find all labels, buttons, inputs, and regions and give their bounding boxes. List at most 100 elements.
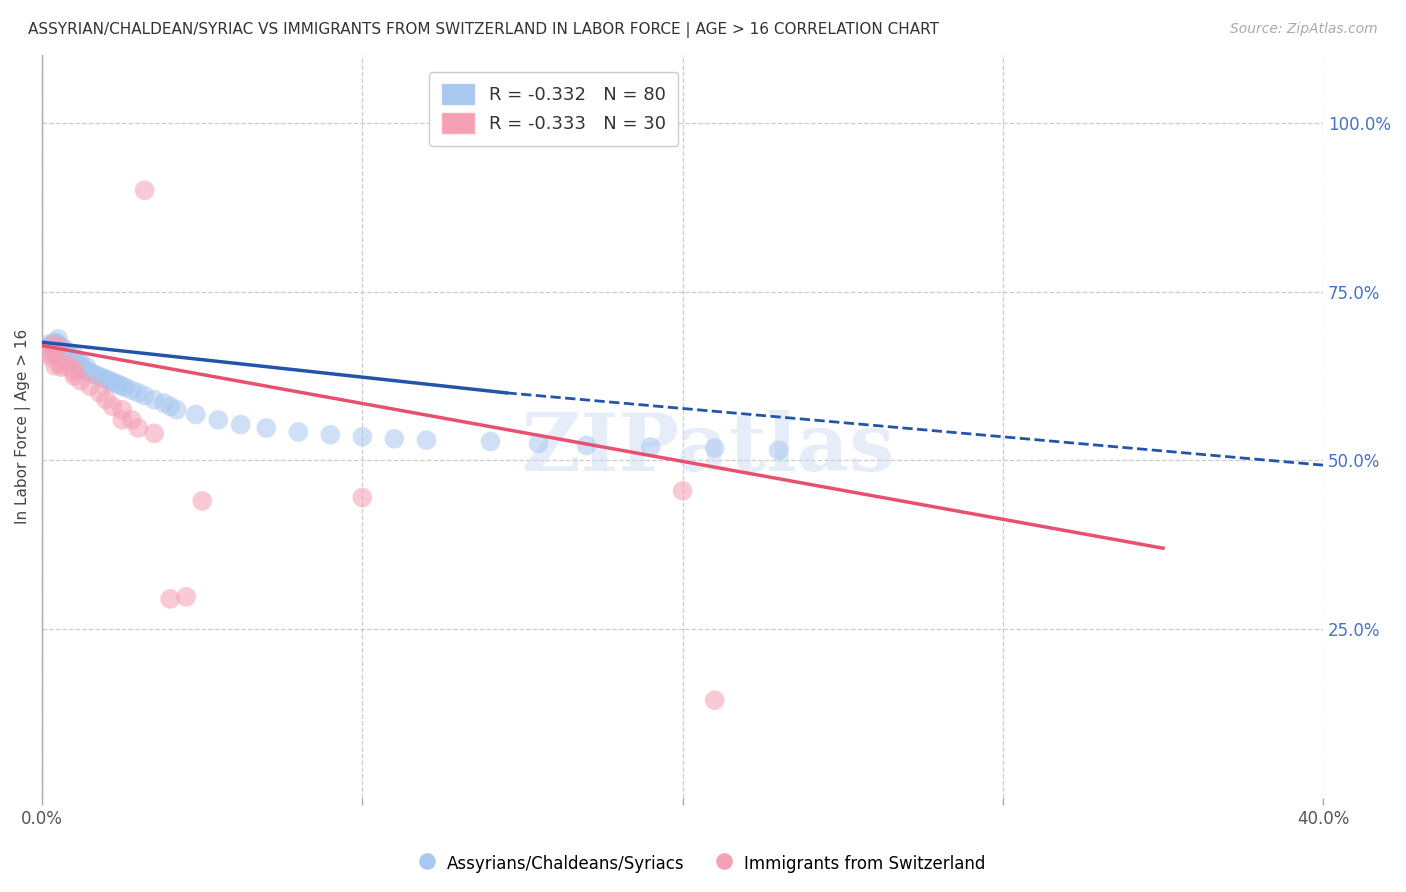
Point	[41, 340, 63, 354]
Point	[108, 377, 131, 392]
Point	[56, 358, 79, 372]
Point	[53, 342, 76, 356]
Point	[44, 338, 66, 352]
Point	[46, 349, 69, 363]
Point	[59, 355, 82, 369]
Point	[46, 338, 69, 352]
Point	[703, 442, 725, 456]
Point	[143, 392, 166, 407]
Point	[207, 413, 229, 427]
Point	[703, 693, 725, 707]
Point	[174, 590, 197, 604]
Point	[159, 591, 181, 606]
Point	[56, 345, 79, 359]
Point	[153, 396, 176, 410]
Point	[159, 400, 181, 414]
Point	[63, 349, 86, 363]
Point	[98, 374, 121, 388]
Point	[479, 434, 502, 449]
Point	[51, 347, 73, 361]
Point	[91, 371, 114, 385]
Point	[53, 345, 76, 359]
Point	[51, 340, 73, 354]
Point	[166, 402, 188, 417]
Point	[51, 345, 73, 359]
Point	[69, 360, 91, 375]
Point	[41, 342, 63, 356]
Point	[44, 359, 66, 373]
Point	[79, 379, 101, 393]
Point	[76, 364, 98, 378]
Point	[46, 355, 69, 369]
Point	[73, 362, 96, 376]
Point	[51, 343, 73, 358]
Point	[59, 351, 82, 365]
Text: Source: ZipAtlas.com: Source: ZipAtlas.com	[1230, 22, 1378, 37]
Point	[254, 421, 277, 435]
Point	[96, 372, 118, 386]
Point	[143, 426, 166, 441]
Point	[46, 338, 69, 352]
Point	[111, 379, 134, 393]
Point	[38, 349, 60, 363]
Point	[63, 366, 86, 380]
Point	[134, 183, 156, 197]
Point	[63, 358, 86, 372]
Point	[191, 494, 214, 508]
Point	[53, 347, 76, 361]
Point	[46, 336, 69, 351]
Point	[127, 421, 149, 435]
Point	[575, 438, 598, 452]
Point	[46, 343, 69, 358]
Point	[66, 359, 89, 373]
Point	[44, 347, 66, 361]
Point	[127, 385, 149, 400]
Point	[672, 483, 695, 498]
Point	[44, 343, 66, 358]
Point	[56, 353, 79, 368]
Point	[101, 400, 124, 414]
Point	[184, 408, 207, 422]
Point	[319, 427, 342, 442]
Y-axis label: In Labor Force | Age > 16: In Labor Force | Age > 16	[15, 329, 31, 524]
Legend: Assyrians/Chaldeans/Syriacs, Immigrants from Switzerland: Assyrians/Chaldeans/Syriacs, Immigrants …	[413, 847, 993, 880]
Point	[44, 345, 66, 359]
Point	[96, 392, 118, 407]
Point	[229, 417, 252, 432]
Point	[768, 443, 790, 458]
Point	[114, 380, 136, 394]
Point	[111, 413, 134, 427]
Point	[104, 376, 127, 391]
Point	[46, 342, 69, 356]
Point	[63, 369, 86, 384]
Point	[86, 368, 108, 383]
Point	[41, 337, 63, 351]
Point	[41, 345, 63, 359]
Point	[134, 388, 156, 402]
Point	[527, 436, 550, 450]
Point	[76, 360, 98, 375]
Point	[44, 336, 66, 351]
Point	[56, 349, 79, 363]
Point	[352, 430, 374, 444]
Point	[82, 367, 104, 381]
Point	[41, 338, 63, 352]
Point	[66, 353, 89, 368]
Point	[53, 351, 76, 365]
Point	[51, 360, 73, 375]
Point	[121, 383, 143, 397]
Point	[640, 440, 662, 454]
Point	[46, 345, 69, 359]
Point	[41, 338, 63, 352]
Point	[53, 359, 76, 373]
Point	[38, 337, 60, 351]
Legend: R = -0.332   N = 80, R = -0.333   N = 30: R = -0.332 N = 80, R = -0.333 N = 30	[429, 71, 678, 145]
Point	[46, 340, 69, 354]
Point	[63, 362, 86, 376]
Text: ZIPatlas: ZIPatlas	[522, 410, 894, 488]
Point	[352, 491, 374, 505]
Point	[38, 340, 60, 354]
Point	[46, 332, 69, 346]
Point	[51, 349, 73, 363]
Point	[101, 375, 124, 389]
